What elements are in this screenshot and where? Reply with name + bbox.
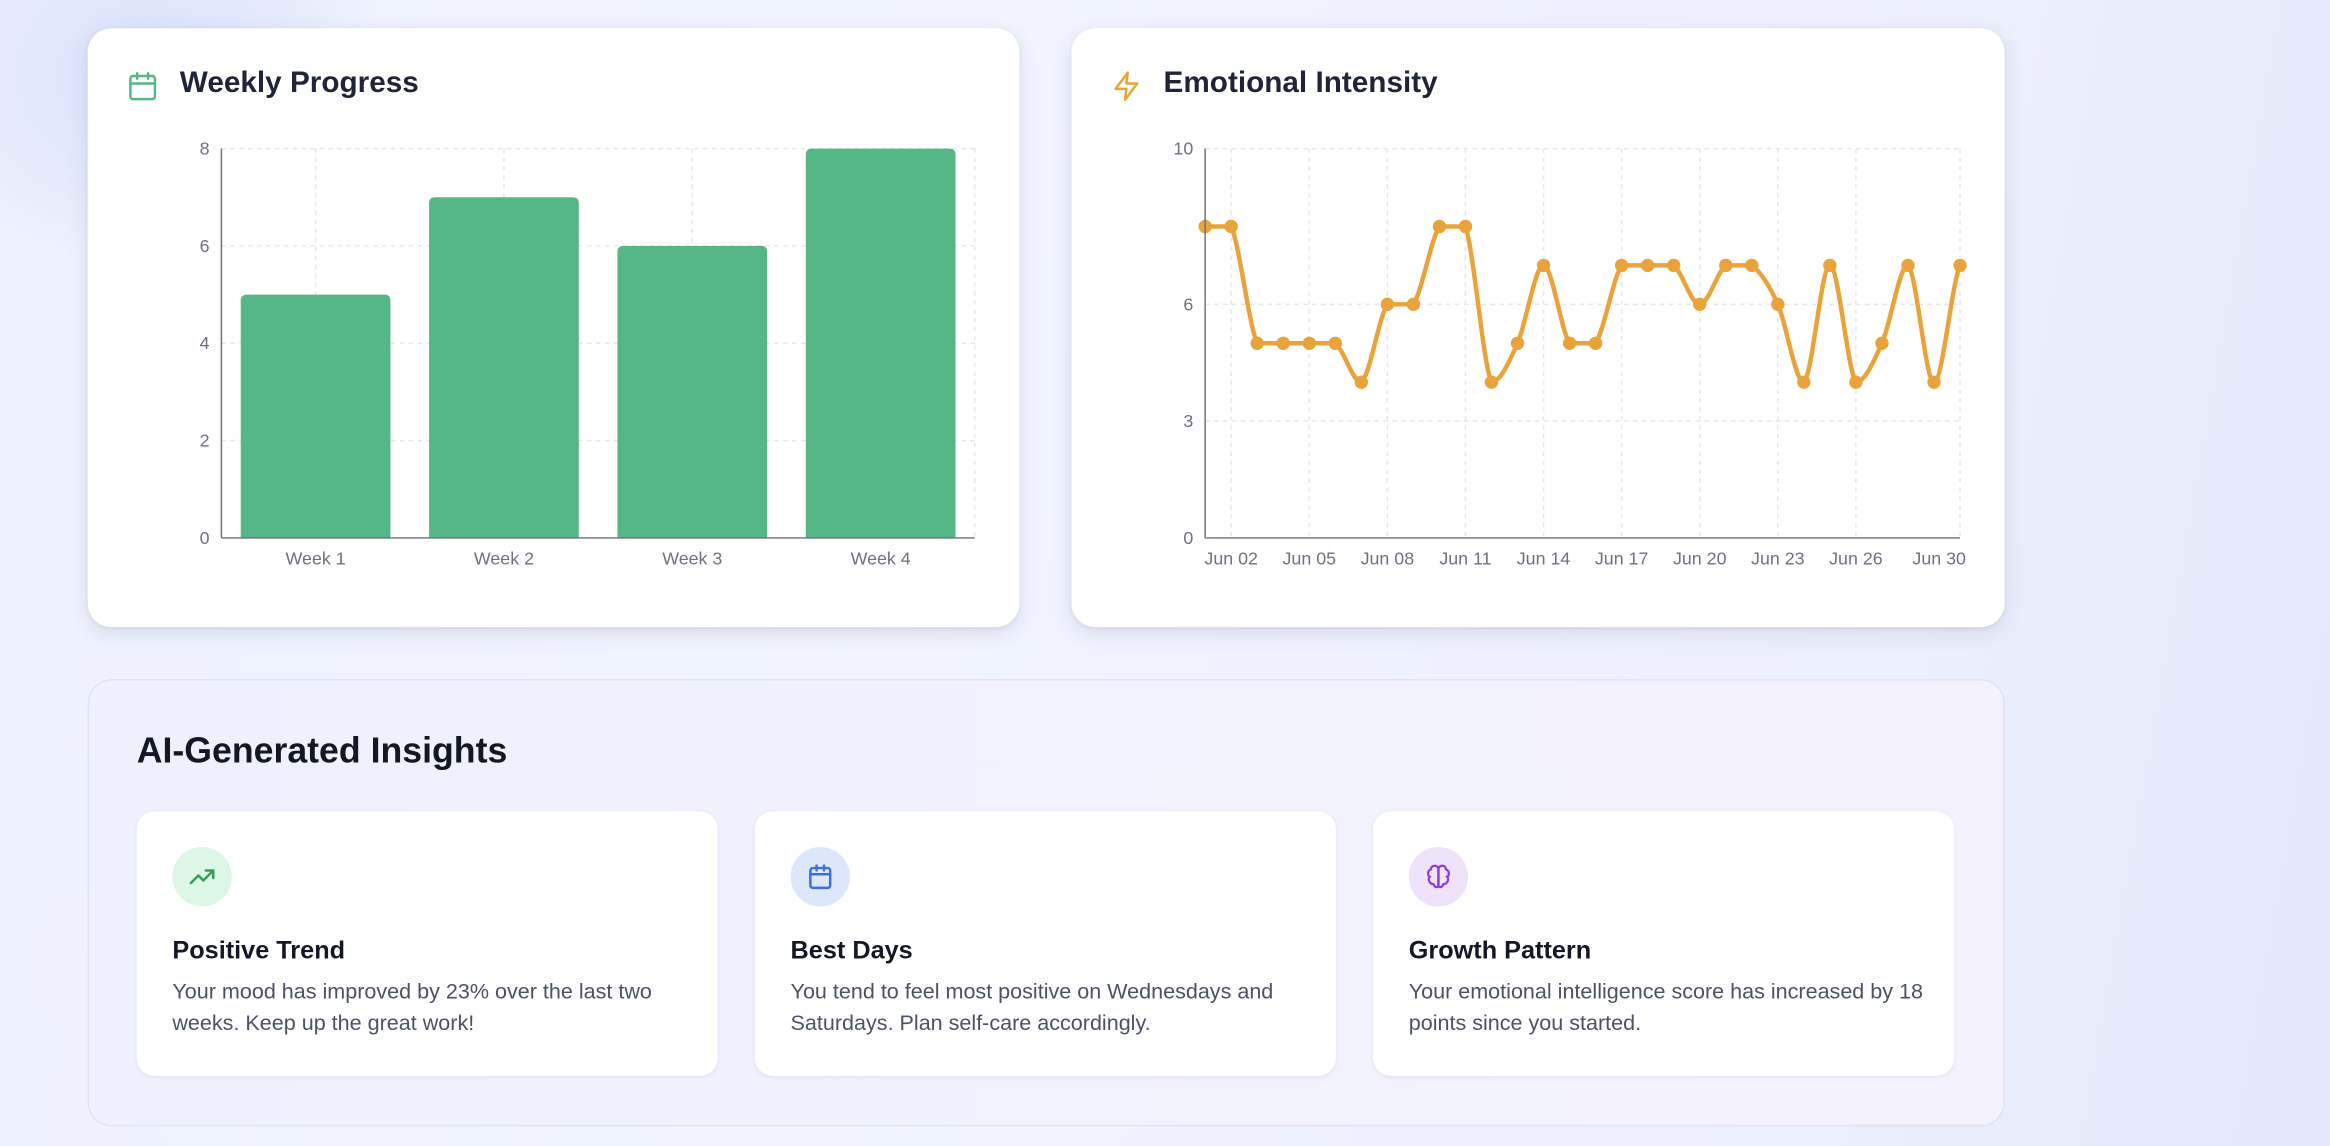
data-point xyxy=(1276,336,1290,350)
data-point xyxy=(1719,258,1733,273)
data-point xyxy=(1380,297,1395,312)
data-point xyxy=(1588,336,1603,350)
data-point xyxy=(1693,297,1707,312)
data-point xyxy=(1432,219,1447,234)
x-tick-label: Jun 26 xyxy=(1829,549,1883,569)
x-tick-label: Jun 17 xyxy=(1595,549,1649,569)
data-point xyxy=(1224,219,1238,234)
y-tick-label: 2 xyxy=(200,431,210,451)
calendar-icon xyxy=(809,864,832,890)
data-point xyxy=(1302,336,1316,350)
y-tick-label: 8 xyxy=(200,139,210,159)
x-tick-label: Jun 05 xyxy=(1283,549,1337,569)
insight-text: Your emotional intelligence score has in… xyxy=(1408,980,1923,1036)
x-tick-label: Week 1 xyxy=(286,549,346,569)
data-point xyxy=(1927,375,1941,389)
weekly-progress-card: Weekly Progress 0 2 4 6 8 Week 1 Week 2 Week 3 W… xyxy=(87,28,1020,628)
y-tick-label: 6 xyxy=(200,236,210,256)
icon-circle xyxy=(172,847,232,907)
bar xyxy=(805,148,956,538)
brain-icon xyxy=(1426,864,1450,889)
emotional-intensity-chart: 0 3 6 10 Jun 02 Jun 05 Jun 08 Jun 11 Jun 14 Jun 1… xyxy=(1173,139,1967,569)
data-point xyxy=(1510,336,1525,350)
insights-title: AI-Generated Insights xyxy=(136,731,508,772)
data-point xyxy=(1562,336,1577,350)
insight-card-best-days: Best Days You tend to feel most positive… xyxy=(754,811,1336,1076)
x-tick-label: Week 4 xyxy=(851,549,911,569)
data-point xyxy=(1667,258,1681,273)
data-point xyxy=(1484,375,1499,389)
emotional-intensity-card: Emotional Intensity 0 3 6 10 Jun 02 Jun 05 Jun… xyxy=(1071,28,2005,628)
x-tick-label: Jun 11 xyxy=(1439,549,1491,569)
card-title: Emotional Intensity xyxy=(1163,66,1438,100)
bar xyxy=(240,294,391,538)
insight-card-growth-pattern: Growth Pattern Your emotional intelligen… xyxy=(1373,811,1955,1076)
data-point xyxy=(1458,219,1473,234)
calendar-icon xyxy=(129,72,157,101)
x-tick-label: Jun 08 xyxy=(1361,549,1415,569)
x-tick-label: Week 2 xyxy=(474,549,534,569)
data-point xyxy=(1640,258,1655,273)
data-point xyxy=(1745,258,1759,273)
data-point xyxy=(1771,297,1785,312)
y-tick-label: 0 xyxy=(1183,528,1193,548)
insight-title: Growth Pattern xyxy=(1408,936,1592,965)
x-tick-label: Jun 02 xyxy=(1204,549,1258,569)
weekly-progress-chart: 0 2 4 6 8 Week 1 Week 2 Week 3 Week 4 xyxy=(200,139,976,569)
y-tick-label: 0 xyxy=(200,528,210,548)
data-point xyxy=(1614,258,1629,273)
y-tick-label: 6 xyxy=(1183,294,1193,314)
data-point xyxy=(1901,258,1915,273)
icon-circle xyxy=(790,847,850,907)
insight-text: You tend to feel most positive on Wednes… xyxy=(790,980,1274,1036)
card-title: Weekly Progress xyxy=(179,66,419,100)
y-tick-label: 3 xyxy=(1183,411,1193,431)
lightning-icon xyxy=(1114,71,1139,102)
x-tick-label: Week 3 xyxy=(662,549,722,569)
trending-up-icon xyxy=(189,869,215,885)
data-point xyxy=(1328,336,1342,350)
x-tick-label: Jun 20 xyxy=(1673,549,1727,569)
data-point xyxy=(1250,336,1264,350)
data-point xyxy=(1797,375,1811,389)
insights-panel: AI-Generated Insights Positive Trend You… xyxy=(87,679,2005,1127)
insight-title: Best Days xyxy=(790,936,913,965)
data-point xyxy=(1849,375,1863,389)
insight-title: Positive Trend xyxy=(172,936,346,965)
data-point xyxy=(1536,258,1551,273)
y-tick-label: 4 xyxy=(200,333,210,353)
insight-card-positive-trend: Positive Trend Your mood has improved by… xyxy=(136,811,718,1076)
data-point xyxy=(1953,258,1967,273)
x-tick-label: Jun 30 xyxy=(1912,549,1966,569)
data-point xyxy=(1406,297,1421,312)
x-tick-label: Jun 14 xyxy=(1517,549,1571,569)
bar xyxy=(617,245,768,538)
icon-circle xyxy=(1408,847,1469,907)
y-tick-label: 10 xyxy=(1173,139,1193,159)
data-point xyxy=(1354,375,1369,389)
bar xyxy=(429,197,579,538)
x-tick-label: Jun 23 xyxy=(1751,549,1805,569)
insight-text: Your mood has improved by 23% over the l… xyxy=(172,980,652,1036)
data-point xyxy=(1875,336,1889,350)
data-point xyxy=(1823,258,1837,273)
